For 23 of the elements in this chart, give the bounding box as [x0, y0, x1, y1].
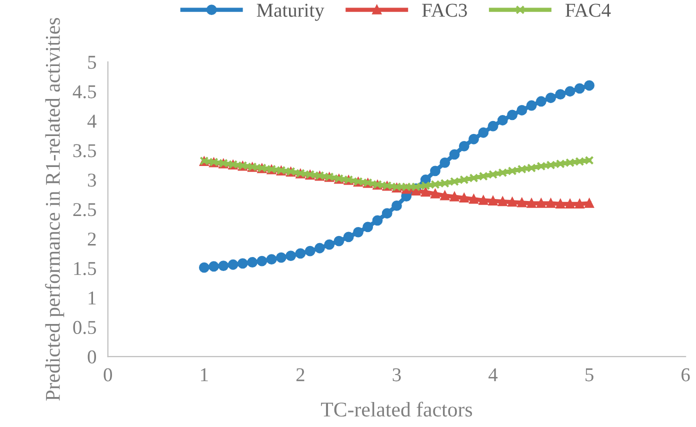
y-tick-label: 2 — [88, 232, 96, 246]
y-tick-label: 0.5 — [73, 320, 96, 334]
x-tick-label: 3 — [392, 368, 401, 382]
legend-label: FAC3 — [422, 4, 467, 17]
x-tick-label: 0 — [104, 368, 112, 382]
y-tick-label: 1.5 — [74, 262, 96, 276]
y-axis-title: Predicted performance in R1-related activities — [45, 18, 64, 401]
x-tick-label: 1 — [201, 368, 208, 382]
x-axis-title: TC-related factors — [321, 402, 472, 417]
x-tick-label: 6 — [682, 368, 690, 382]
x-tick-label: 4 — [488, 368, 498, 382]
legend-label: FAC4 — [565, 4, 611, 17]
y-tick-label: 4.5 — [72, 85, 96, 98]
x-tick-label: 5 — [586, 368, 594, 382]
y-tick-label: 2.5 — [73, 203, 96, 216]
y-tick-label: 1 — [88, 292, 96, 304]
y-tick-label: 5 — [88, 56, 96, 69]
y-tick-label: 0 — [88, 350, 96, 364]
x-tick-label: 2 — [296, 368, 304, 382]
y-tick-label: 3.5 — [73, 144, 96, 158]
y-tick-label: 3 — [88, 174, 96, 187]
y-tick-label: 4 — [87, 114, 96, 128]
legend-label: Maturity — [256, 4, 324, 21]
